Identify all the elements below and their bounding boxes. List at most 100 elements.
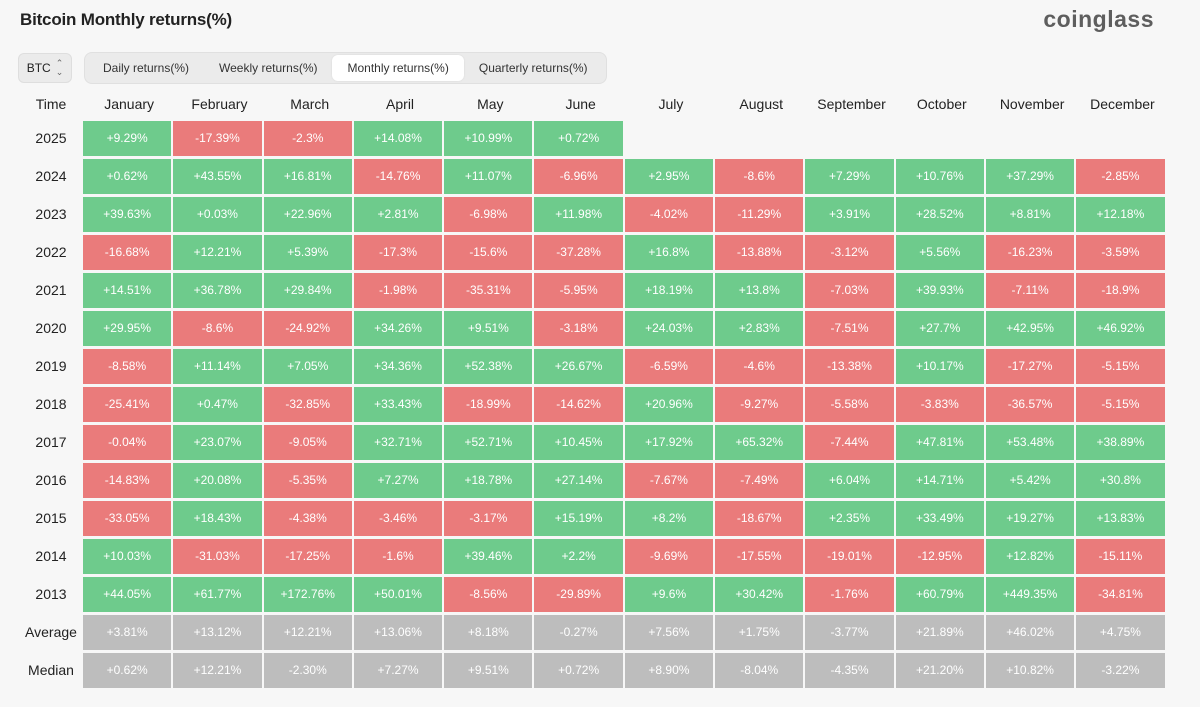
return-cell: +34.36% [353,348,443,384]
return-cell: +30.42% [715,576,804,612]
return-cell: -7.67% [624,462,714,498]
row-label: Median [28,662,74,678]
controls-bar: BTC ⌃ ⌄ Daily returns(%) Weekly returns(%… [18,52,607,84]
return-cell: -31.03% [173,538,262,574]
return-cell: +8.18% [444,614,533,650]
return-cell: +3.81% [83,614,172,650]
return-cell: +32.71% [353,424,443,460]
return-cell: +7.27% [353,462,443,498]
return-cell: +38.89% [1076,424,1165,460]
return-cell: +39.46% [444,538,533,574]
return-cell: -5.58% [805,386,894,422]
return-cell: +27.7% [895,310,984,346]
return-cell: -33.05% [83,500,172,536]
row-label: 2014 [35,548,67,564]
table-row: 2022 -16.68% +12.21% +5.39% -17.3% -15.6% -37.… [18,233,1188,271]
return-cell: +13.12% [173,614,262,650]
tab-monthly-returns[interactable]: Monthly returns(%) [332,55,464,81]
return-cell: +7.29% [805,158,894,194]
return-cell: +34.26% [353,310,443,346]
return-cell: +10.45% [534,424,623,460]
return-cell: +2.83% [715,310,804,346]
return-cell: -8.6% [715,158,804,194]
return-cell: +11.98% [534,196,623,232]
return-cell: +10.03% [83,538,172,574]
return-cell: +13.06% [353,614,443,650]
return-cell: -9.05% [263,424,352,460]
return-cell: +52.71% [444,424,533,460]
return-cell: +0.62% [83,158,172,194]
month-header-march: March [290,95,330,112]
return-cell: +11.07% [444,158,533,194]
return-cell: -14.83% [83,462,172,498]
return-cell: +33.43% [353,386,443,422]
return-cell: -18.67% [715,500,804,536]
return-cell: +29.84% [263,272,352,308]
month-header-august: August [739,95,784,112]
return-cell: -13.38% [805,348,894,384]
return-cell: +0.72% [534,120,623,156]
return-cell: -3.17% [444,500,533,536]
return-cell [715,121,803,156]
return-cell: +39.93% [895,272,984,308]
coin-select[interactable]: BTC ⌃ ⌄ [18,53,72,83]
tab-daily-returns[interactable]: Daily returns(%) [103,61,190,75]
time-column-header: Time [35,95,67,112]
return-cell: -2.30% [263,652,352,688]
return-cell: +5.42% [985,462,1075,498]
return-cell: +4.75% [1076,614,1165,650]
return-cell: +50.01% [353,576,443,612]
return-cell: +5.56% [895,234,984,270]
return-cell: +24.03% [624,310,714,346]
row-label: 2013 [35,586,67,602]
return-cell: +52.38% [444,348,533,384]
return-cell: -4.38% [263,500,352,536]
return-cell: -4.35% [805,652,894,688]
return-cell: -5.15% [1076,386,1165,422]
return-cell: +9.6% [624,576,714,612]
return-cell: +2.95% [624,158,714,194]
return-cell: +172.76% [263,576,352,612]
row-label: 2020 [35,320,67,336]
return-cell: -0.27% [534,614,623,650]
return-cell: +65.32% [715,424,804,460]
return-cell: +18.78% [444,462,533,498]
return-cell: -17.27% [985,348,1075,384]
return-cell: +23.07% [173,424,262,460]
return-cell: -2.3% [263,120,352,156]
return-cell [986,121,1074,156]
month-header-october: October [916,95,967,112]
row-label: 2015 [35,510,67,526]
tab-quarterly-returns[interactable]: Quarterly returns(%) [478,61,588,75]
return-cell: -29.89% [534,576,623,612]
return-cell: +43.55% [173,158,262,194]
month-header-february: February [191,95,248,112]
row-label: 2024 [35,168,67,184]
return-cell: +53.48% [985,424,1075,460]
return-cell: +7.05% [263,348,352,384]
table-row: 2016 -14.83% +20.08% -5.35% +7.27% +18.78% +27… [18,461,1188,499]
tab-weekly-returns[interactable]: Weekly returns(%) [219,61,318,75]
return-cell [896,121,984,156]
return-cell: -36.57% [985,386,1075,422]
return-cell: -17.25% [263,538,352,574]
table-row: 2017 -0.04% +23.07% -9.05% +32.71% +52.71% +10… [18,423,1188,461]
return-cell: +2.2% [534,538,623,574]
return-cell: +30.8% [1076,462,1165,498]
return-cell: +13.8% [715,272,804,308]
return-cell: +0.72% [534,652,623,688]
return-cell: -12.95% [895,538,984,574]
return-cell: -11.29% [715,196,804,232]
return-cell: -16.68% [83,234,172,270]
return-cell: +20.08% [173,462,262,498]
return-cell: -8.6% [173,310,262,346]
return-cell: +19.27% [985,500,1075,536]
row-label: 2016 [35,472,67,488]
return-cell: +6.04% [805,462,894,498]
return-cell: +10.99% [444,120,533,156]
row-label: 2025 [35,130,67,146]
table-row: 2020 +29.95% -8.6% -24.92% +34.26% +9.51% -3.1… [18,309,1188,347]
return-cell: +14.08% [353,120,443,156]
row-label: 2023 [35,206,67,222]
return-cell: +21.89% [895,614,984,650]
